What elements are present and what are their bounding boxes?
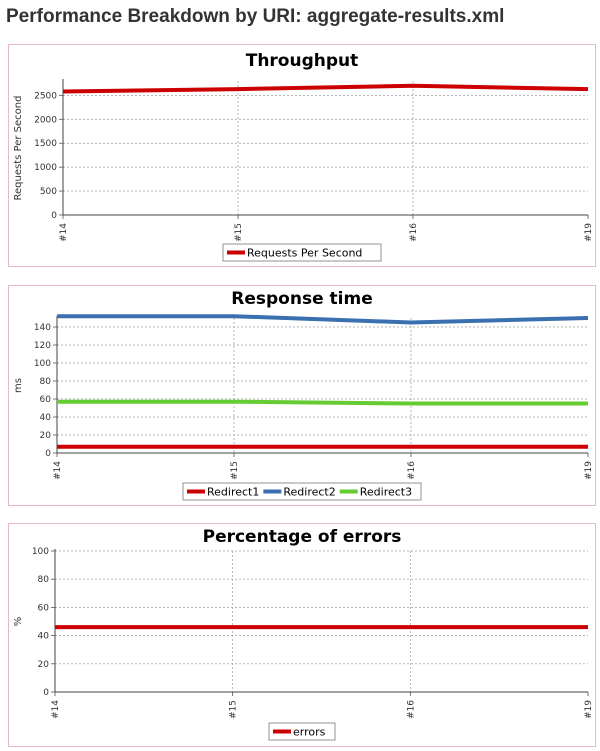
legend-box (222, 243, 382, 262)
x-tick-label: #14 (51, 700, 61, 719)
series-line-redirect3 (57, 399, 588, 406)
throughput-chart: Throughput 0 500 1000 1500 2000 2500 #14 #15 #16 #… (13, 51, 594, 262)
y-tick-label: 1000 (34, 163, 57, 173)
legend-label-requests-per-second: Requests Per Second (247, 247, 362, 260)
y-tick-label: 80 (38, 575, 50, 585)
legend-label-errors: errors (293, 726, 326, 739)
y-tick-label: 0 (43, 688, 49, 698)
throughput-chart-panel: Throughput 0 500 1000 1500 2000 2500 #14 #15 #16 #… (8, 44, 596, 267)
x-tick-label: #19 (584, 461, 594, 480)
y-tick-label: 120 (34, 341, 51, 351)
x-tick-label: #15 (230, 461, 240, 480)
y-axis-label: ms (13, 378, 24, 393)
x-tick-label: #16 (406, 700, 416, 719)
legend: Requests Per Second (222, 243, 382, 262)
series-line-redirect2 (57, 314, 589, 325)
legend-label-redirect1: Redirect1 (207, 486, 259, 499)
legend-label-redirect2: Redirect2 (283, 486, 335, 499)
legend-label-redirect3: Redirect3 (360, 486, 412, 499)
x-tick-label: #15 (234, 223, 244, 242)
y-axis-label: Requests Per Second (13, 96, 24, 201)
y-tick-label: 20 (38, 660, 50, 670)
legend: errors (268, 722, 336, 741)
legend: Redirect1 Redirect2 Redirect3 (182, 482, 422, 501)
y-tick-label: 0 (51, 211, 57, 221)
y-tick-label: 60 (40, 395, 52, 405)
errors-chart-panel: Percentage of errors 0 20 40 60 80 100 #14 #15 #1… (8, 523, 596, 747)
plot-area (55, 551, 588, 692)
legend-box (268, 722, 336, 741)
x-tick-label: #16 (409, 223, 419, 242)
y-tick-label: 80 (40, 377, 52, 387)
x-tick-label: #14 (59, 223, 69, 242)
chart-title: Response time (231, 289, 372, 309)
y-tick-label: 2500 (34, 91, 57, 101)
chart-title: Percentage of errors (203, 527, 402, 547)
y-tick-label: 140 (34, 323, 51, 333)
y-tick-label: 0 (45, 449, 51, 459)
y-axis-label: % (13, 617, 24, 627)
plot-area (57, 318, 588, 453)
y-tick-label: 40 (38, 632, 50, 642)
chart-title: Throughput (246, 51, 359, 71)
legend-box (182, 482, 422, 501)
y-tick-label: 100 (32, 547, 49, 557)
x-tick-label: #14 (53, 461, 63, 480)
plot-area (63, 81, 588, 215)
x-tick-label: #19 (584, 223, 594, 242)
x-tick-label: #19 (584, 700, 594, 719)
x-tick-label: #16 (407, 461, 417, 480)
y-tick-label: 1500 (34, 139, 57, 149)
series-line-requests-per-second (62, 83, 589, 94)
y-tick-label: 40 (40, 413, 52, 423)
x-tick-label: #15 (229, 700, 239, 719)
response-time-chart: Response time 0 20 40 60 80 100 120 140 #14 #15 #16… (13, 289, 594, 501)
y-tick-label: 500 (40, 187, 57, 197)
y-tick-label: 20 (40, 431, 52, 441)
page-title: Performance Breakdown by URI: aggregate-… (6, 6, 505, 27)
y-tick-label: 2000 (34, 115, 57, 125)
errors-chart: Percentage of errors 0 20 40 60 80 100 #14 #15 #1… (13, 527, 594, 741)
y-tick-label: 100 (34, 359, 51, 369)
response-time-chart-panel: Response time 0 20 40 60 80 100 120 140 #14 #15 #16… (8, 285, 596, 506)
y-tick-label: 60 (38, 603, 50, 613)
